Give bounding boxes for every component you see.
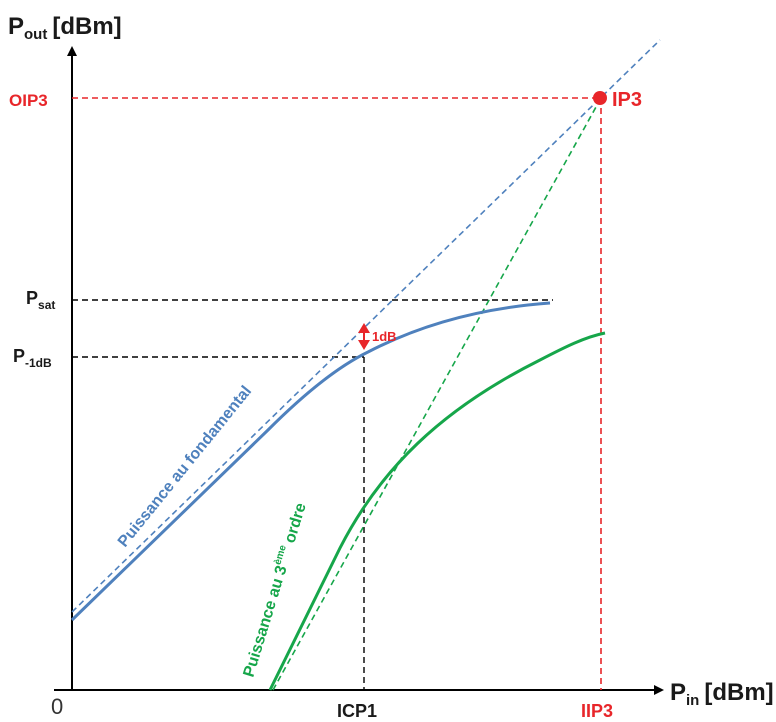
third-order-extrapolation xyxy=(272,97,602,691)
origin-label: 0 xyxy=(51,694,63,719)
icp1-label: ICP1 xyxy=(337,701,377,721)
fundamental-curve-label: Puissance au fondamental xyxy=(115,383,255,551)
ip3-label: IP3 xyxy=(612,89,642,111)
one-db-arrow-head-up xyxy=(358,323,370,333)
iip3-label: IIP3 xyxy=(581,701,613,721)
psat-label: Psat xyxy=(26,288,55,312)
ip3-point xyxy=(593,91,607,105)
fundamental-curve xyxy=(70,301,551,622)
oip3-label: OIP3 xyxy=(9,91,48,110)
one-db-arrow-head-down xyxy=(358,340,370,350)
third-order-curve xyxy=(268,331,606,691)
y-axis-title: Pout [dBm] xyxy=(8,13,122,43)
third-order-curve-label: Puissance au 3ème ordre xyxy=(239,500,310,679)
x-axis-title: Pin [dBm] xyxy=(670,679,774,709)
one-db-label: 1dB xyxy=(372,329,397,344)
fundamental-extrapolation xyxy=(71,39,661,613)
p1db-label: P-1dB xyxy=(13,346,52,370)
